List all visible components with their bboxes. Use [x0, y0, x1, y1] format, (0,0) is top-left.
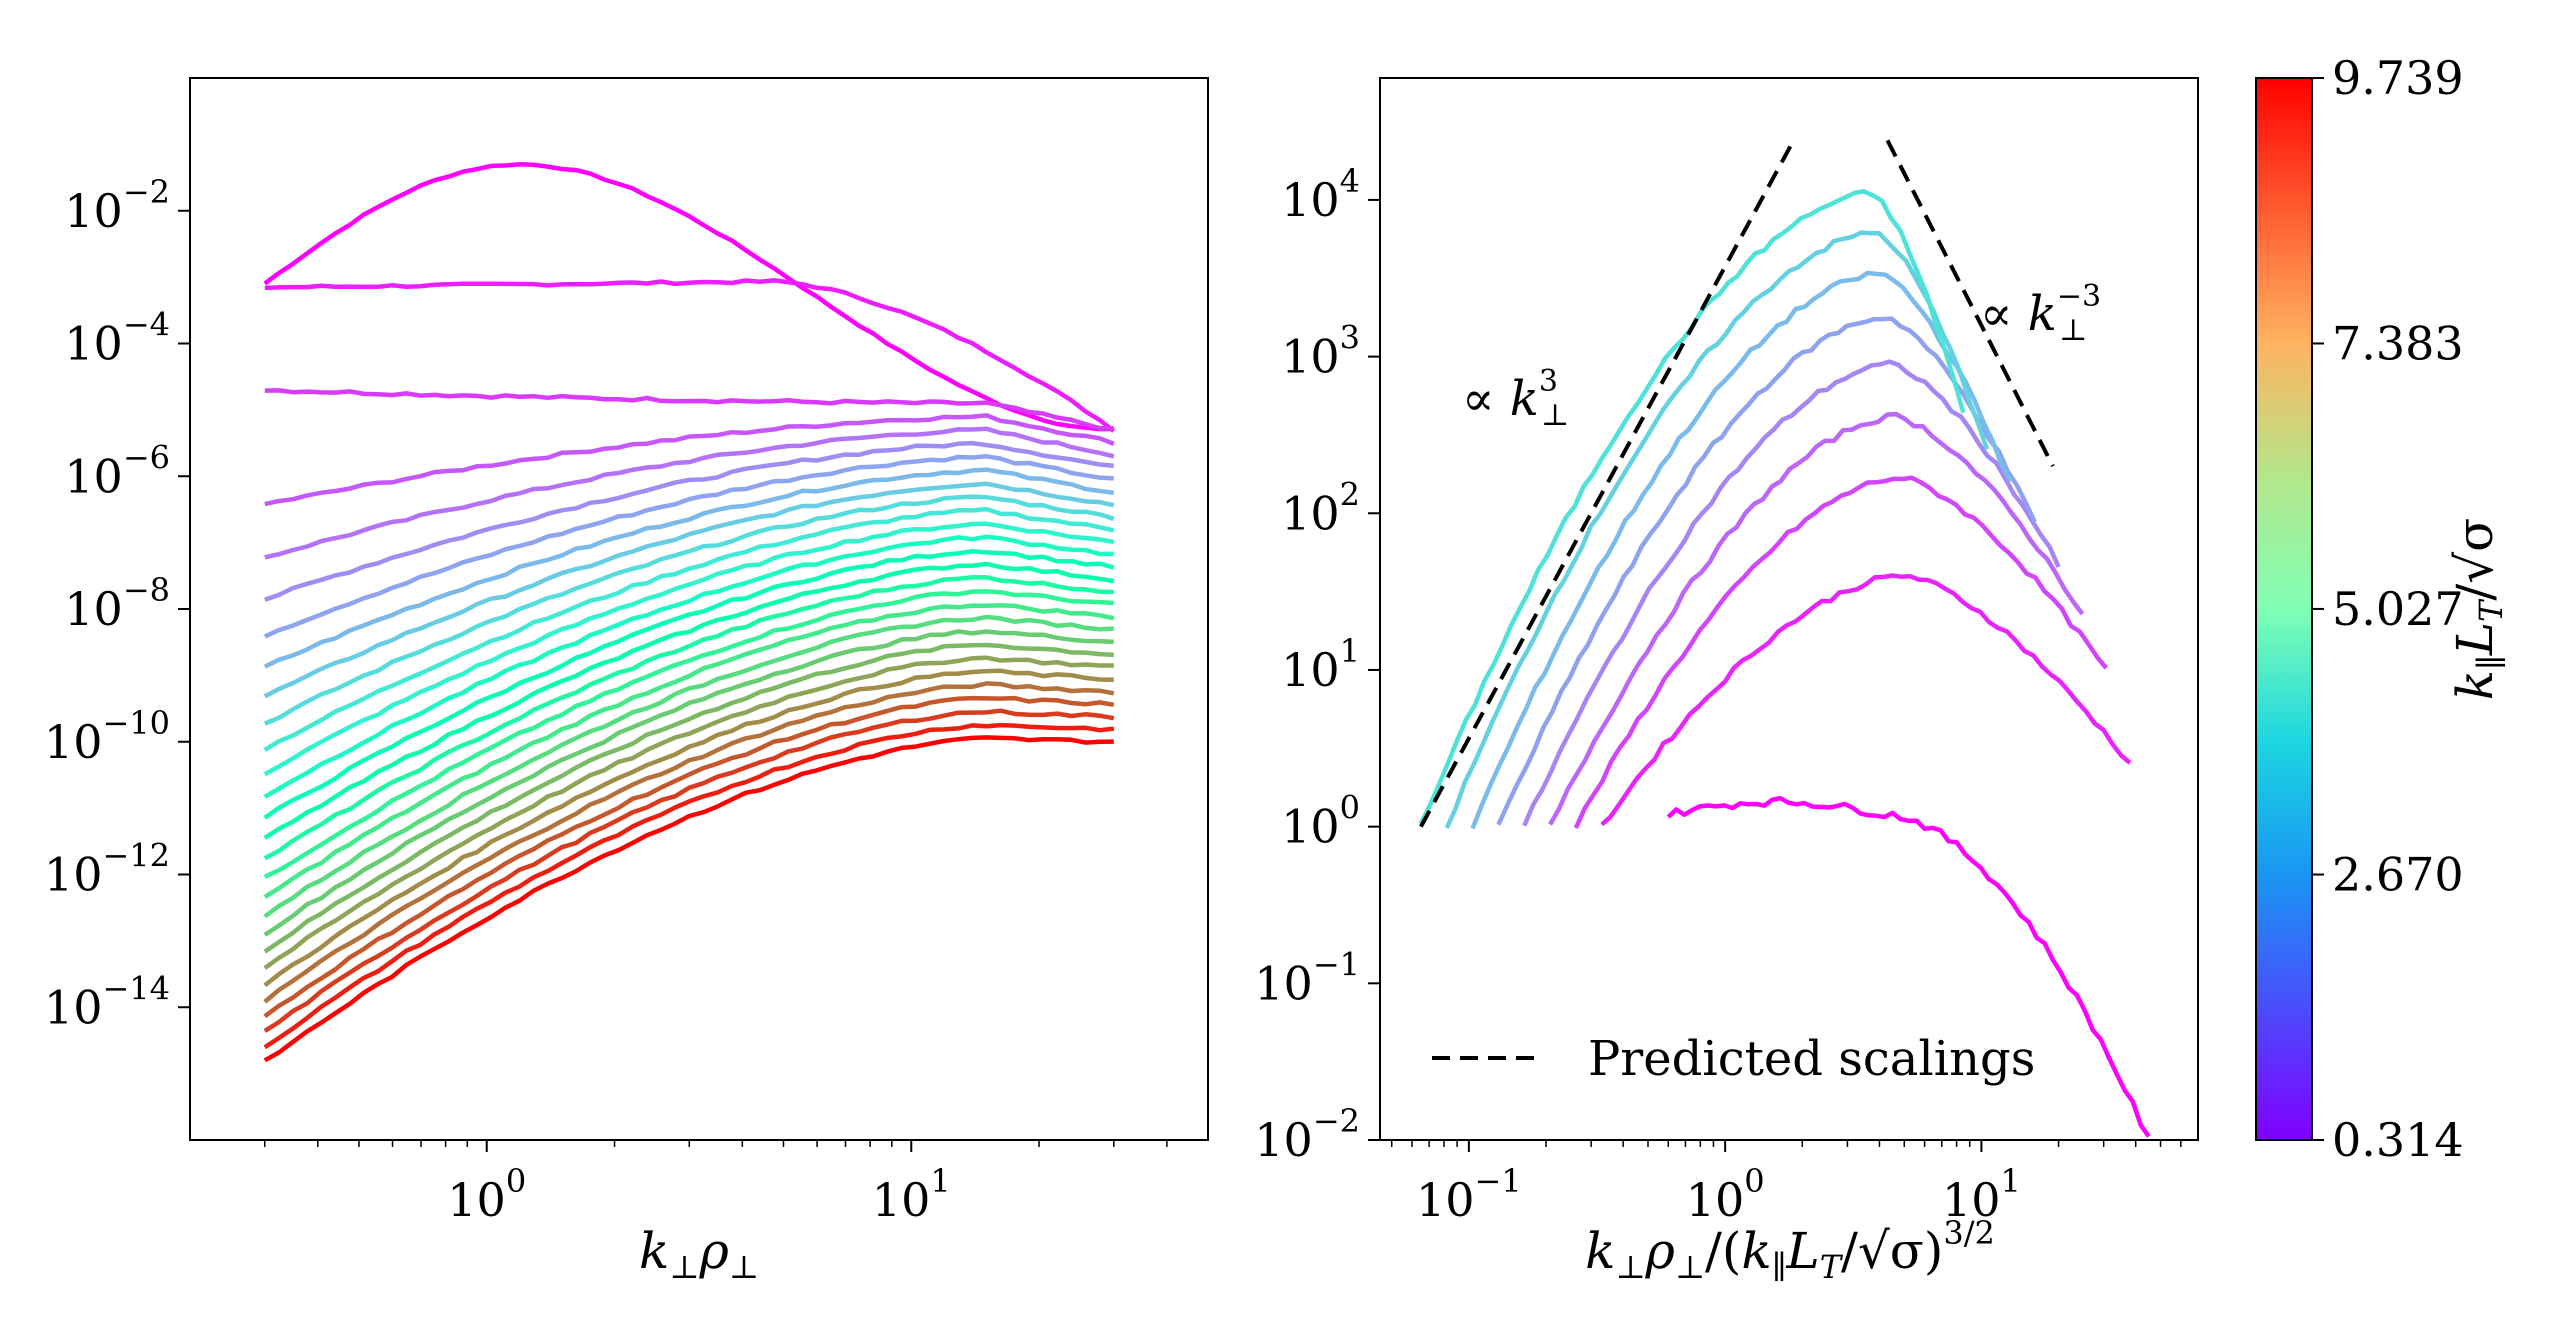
- slope-pos-annotation: ∝ k3 ⊥: [1462, 364, 1569, 433]
- left-series-line: [264, 426, 1115, 560]
- right-y-tick-label: 103: [1281, 319, 1360, 384]
- left-series-line: [263, 655, 1114, 970]
- left-series-line: [263, 722, 1115, 1050]
- right-series-line: [1573, 475, 2108, 829]
- colorbar-gradient: [2255, 77, 2313, 1141]
- right-y-ticks: 104 103 102 101 100 10−1 10−2: [1254, 162, 1380, 1167]
- right-y-tick-label: 101: [1281, 632, 1360, 697]
- left-y-tick-label: 10−2: [64, 173, 170, 238]
- left-x-tick-label: 100: [447, 1162, 526, 1227]
- left-series-line: [263, 494, 1115, 726]
- right-series-line: [1418, 189, 1966, 825]
- left-series-line: [263, 695, 1115, 1019]
- left-series-line: [263, 642, 1114, 954]
- left-y-tick-label: 10−12: [44, 837, 170, 902]
- left-series-line: [263, 708, 1115, 1033]
- left-panel: 100 101 10−2 10−4 10−6 10−8 10−10 10−12 10−14 k…: [44, 77, 1209, 1286]
- right-series-line: [1600, 573, 2132, 827]
- reference-scaling-line: [1885, 139, 2055, 468]
- right-y-tick-label: 102: [1281, 475, 1360, 540]
- left-series-line: [263, 614, 1114, 919]
- left-y-tick-label: 10−4: [64, 306, 170, 371]
- left-series-line: [263, 603, 1115, 899]
- colorbar-tick-label: 9.739: [2332, 51, 2464, 105]
- left-series-line: [263, 506, 1115, 752]
- colorbar-ticks: 9.739 7.383 5.027 2.670 0.314: [2312, 51, 2464, 1167]
- right-series-line: [1522, 359, 2061, 827]
- right-series-line: [1444, 230, 1990, 829]
- right-x-tick-label: 100: [1686, 1162, 1765, 1227]
- right-series-line: [1470, 270, 2013, 830]
- left-series-line: [263, 681, 1115, 1004]
- right-x-ticks: 10−1 100 101: [1390, 1140, 2182, 1227]
- left-series-line: [264, 413, 1115, 507]
- right-x-tick-label: 10−1: [1416, 1162, 1522, 1227]
- right-y-tick-label: 10−1: [1254, 945, 1360, 1010]
- left-x-tick-label: 101: [872, 1162, 951, 1227]
- right-series-line: [1666, 795, 2151, 1138]
- colorbar-tick-label: 0.314: [2332, 1113, 2464, 1167]
- left-y-tick-label: 10−10: [44, 704, 170, 769]
- left-series-line: [263, 561, 1115, 840]
- right-reference-lines: [1419, 139, 2055, 828]
- left-x-ticks: 100 101: [264, 1140, 1168, 1227]
- left-x-axis-label: k⊥ρ⊥: [639, 1222, 759, 1286]
- left-series-line: [263, 548, 1115, 820]
- left-series-line: [263, 668, 1114, 988]
- left-y-tick-label: 10−6: [64, 438, 170, 503]
- left-series-line: [263, 161, 1114, 432]
- right-series-line: [1548, 411, 2085, 826]
- left-series-line: [264, 440, 1115, 602]
- colorbar-tick-label: 5.027: [2332, 582, 2464, 636]
- left-series-line: [263, 534, 1114, 799]
- right-plot-frame: [1379, 77, 2199, 1141]
- right-x-tick-label: 101: [1942, 1162, 2021, 1227]
- left-series-line: [263, 481, 1115, 699]
- colorbar-label: k∥LT/√σ: [2446, 518, 2510, 700]
- reference-scaling-line: [1419, 139, 1796, 828]
- right-y-tick-label: 100: [1281, 789, 1360, 854]
- legend-label: Predicted scalings: [1588, 1031, 2035, 1087]
- left-series-line: [263, 467, 1115, 669]
- left-series-line: [263, 589, 1114, 879]
- left-y-ticks: 10−2 10−4 10−6 10−8 10−10 10−12 10−14: [44, 173, 190, 1034]
- legend: Predicted scalings: [1432, 1031, 2035, 1087]
- left-series-line: [263, 454, 1114, 639]
- left-series-line: [264, 278, 1116, 433]
- colorbar-tick-label: 7.383: [2332, 316, 2464, 370]
- colorbar-tick-label: 2.670: [2332, 848, 2464, 902]
- left-series-line: [264, 388, 1114, 431]
- left-y-tick-label: 10−8: [64, 571, 170, 636]
- slope-neg-annotation: ∝ k−3 ⊥: [1980, 279, 2101, 348]
- right-y-tick-label: 10−2: [1254, 1102, 1360, 1167]
- left-y-tick-label: 10−14: [44, 969, 170, 1034]
- right-y-tick-label: 104: [1281, 162, 1360, 227]
- left-series-group: [263, 161, 1116, 1063]
- left-series-line: [263, 735, 1114, 1063]
- left-series-line: [263, 575, 1114, 861]
- left-series-line: [263, 629, 1114, 937]
- right-x-axis-label: k⊥ρ⊥/(k∥LT/√σ)3/2: [1585, 1214, 1995, 1286]
- colorbar: 9.739 7.383 5.027 2.670 0.314 k∥LT/√σ: [2255, 51, 2510, 1167]
- right-series-line: [1496, 316, 2037, 826]
- right-panel: 10−1 100 101 104 103 102 101 100 10−1 10−2 ∝ k3 ⊥…: [1254, 77, 2199, 1286]
- left-series-line: [263, 521, 1115, 777]
